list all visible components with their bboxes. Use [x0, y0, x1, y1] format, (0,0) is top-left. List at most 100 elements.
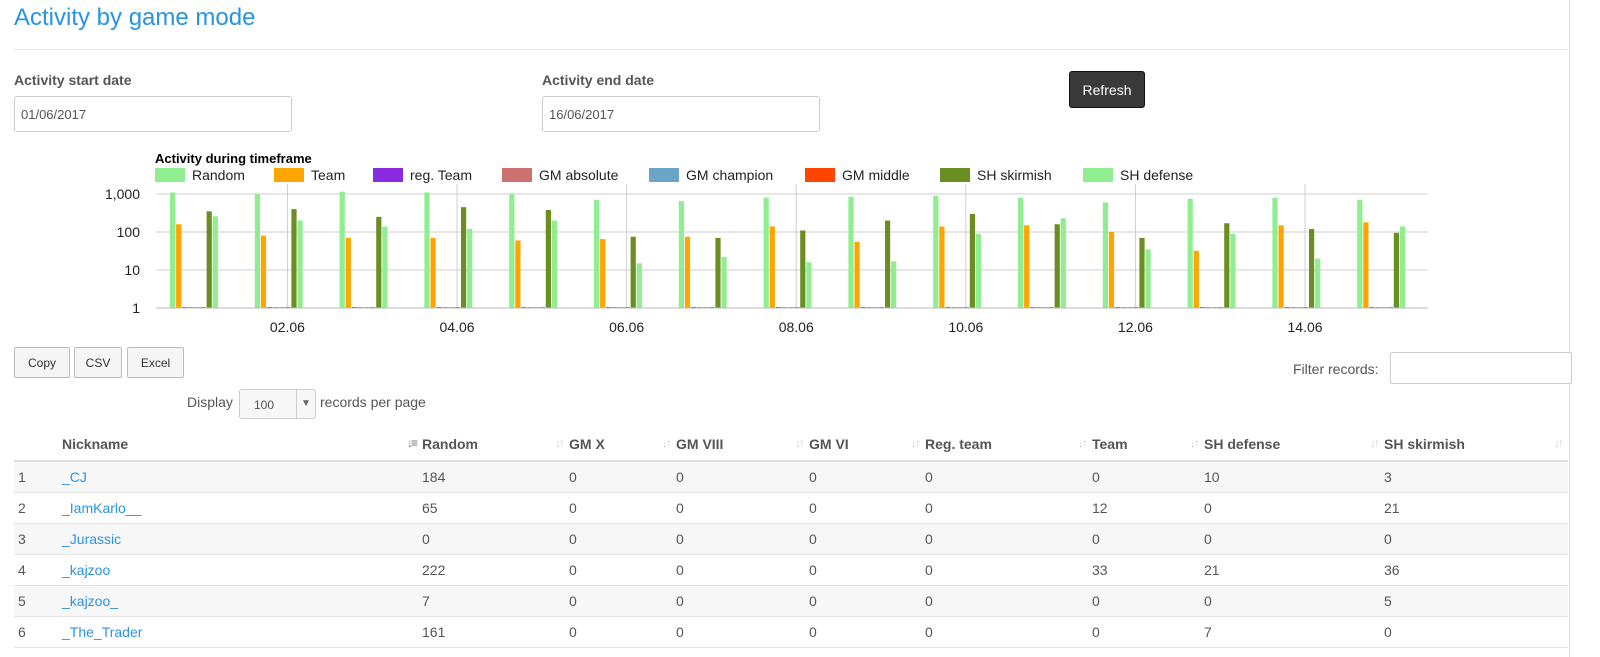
filter-input[interactable] — [1390, 352, 1572, 384]
bar-sh-defense — [891, 261, 897, 308]
table-cell: _CJ — [62, 461, 422, 493]
table-cell: 0 — [422, 523, 569, 555]
y-tick-label: 100 — [117, 224, 141, 240]
legend-swatch — [940, 168, 970, 182]
bar-sh-defense — [975, 233, 982, 308]
column-label: GM X — [569, 436, 605, 452]
csv-button[interactable]: CSV — [74, 347, 122, 378]
table-cell: 0 — [925, 461, 1092, 493]
table-row: 6 _The_Trader 161 0 0 0 0 0 7 0 — [14, 616, 1568, 648]
x-tick-label: 06.06 — [609, 319, 644, 335]
y-tick-label: 10 — [124, 262, 140, 278]
legend-swatch — [649, 168, 679, 182]
table-cell: 12 — [1092, 492, 1204, 524]
table-cell: 21 — [1204, 554, 1384, 586]
column-header-gm-x[interactable]: GM X ↓↑ — [569, 428, 676, 462]
bar-team — [176, 224, 182, 308]
bar-team — [515, 240, 521, 308]
bar-sh-skirmish — [545, 209, 551, 308]
bar-team — [1278, 225, 1284, 308]
x-tick-label: 10.06 — [948, 319, 983, 335]
table-cell: 0 — [1092, 461, 1204, 493]
end-date-input[interactable] — [542, 96, 820, 132]
column-header-random[interactable]: Random ↓↑ — [422, 428, 569, 462]
bar-sh-skirmish — [291, 209, 297, 308]
table-cell: 161 — [422, 616, 569, 648]
table-row: 2 _IamKarlo__ 65 0 0 0 0 12 0 21 — [14, 492, 1568, 524]
bar-sh-skirmish — [206, 211, 212, 308]
table-cell: 0 — [1092, 523, 1204, 555]
table-cell: 7 — [422, 585, 569, 617]
x-tick-label: 04.06 — [440, 319, 475, 335]
start-date-input[interactable] — [14, 96, 292, 132]
activity-table: Nickname ↓≡ Random ↓↑ GM X ↓↑ GM VIII ↓↑ GM … — [14, 428, 1568, 648]
nickname-link[interactable]: _IamKarlo__ — [62, 500, 142, 516]
bar-sh-skirmish — [800, 230, 806, 308]
table-cell: 0 — [569, 461, 676, 493]
bar-team — [1024, 225, 1030, 308]
column-header-team[interactable]: Team ↓↑ — [1092, 428, 1204, 462]
bar-sh-defense — [551, 220, 558, 308]
bar-random — [1102, 202, 1108, 308]
bar-sh-skirmish — [1139, 237, 1145, 308]
nickname-link[interactable]: _CJ — [62, 469, 87, 485]
table-cell: 33 — [1092, 554, 1204, 586]
table-cell: 21 — [1384, 492, 1568, 524]
bar-sh-skirmish — [630, 236, 636, 308]
page-size-select[interactable]: 100 ▼ — [239, 389, 316, 419]
x-tick-label: 08.06 — [779, 319, 814, 335]
bar-random — [509, 194, 515, 308]
bar-sh-defense — [636, 263, 642, 308]
bar-team — [600, 239, 606, 308]
sort-icon: ↓↑ — [795, 436, 805, 450]
sort-icon: ↓↑ — [662, 436, 672, 450]
page-scrollbar[interactable] — [1569, 0, 1600, 657]
bar-random — [339, 191, 345, 308]
table-cell: 0 — [925, 554, 1092, 586]
legend-label: Random — [192, 167, 245, 183]
bar-random — [1018, 197, 1024, 308]
column-header-reg-team[interactable]: Reg. team ↓↑ — [925, 428, 1092, 462]
x-tick-label: 14.06 — [1288, 319, 1323, 335]
table-cell: 0 — [676, 461, 809, 493]
excel-button[interactable]: Excel — [127, 347, 184, 378]
legend-label: GM absolute — [539, 167, 619, 183]
bar-random — [424, 192, 430, 308]
column-label: GM VI — [809, 436, 849, 452]
nickname-link[interactable]: _kajzoo_ — [62, 593, 119, 609]
table-cell: 0 — [676, 585, 809, 617]
table-cell: 0 — [676, 492, 809, 524]
bar-sh-skirmish — [1054, 224, 1060, 308]
table-cell: _IamKarlo__ — [62, 492, 422, 524]
column-header-gm-vi[interactable]: GM VI ↓↑ — [809, 428, 925, 462]
bar-random — [594, 199, 600, 308]
nickname-link[interactable]: _The_Trader — [62, 624, 143, 640]
table-header-row: Nickname ↓≡ Random ↓↑ GM X ↓↑ GM VIII ↓↑ GM … — [14, 428, 1568, 462]
column-header-sh-skirmish[interactable]: SH skirmish ↓↑ — [1384, 428, 1568, 462]
sort-icon: ↓↑ — [1370, 436, 1380, 450]
bar-team — [260, 235, 267, 308]
legend-swatch — [155, 168, 185, 182]
column-label: Team — [1092, 436, 1128, 452]
bar-team — [345, 237, 351, 308]
legend-swatch — [1083, 168, 1113, 182]
column-label: SH defense — [1204, 436, 1281, 452]
sort-icon: ↓↑ — [1554, 436, 1564, 450]
column-header-sh-defense[interactable]: SH defense ↓↑ — [1204, 428, 1384, 462]
column-label: Random — [422, 436, 478, 452]
bar-sh-skirmish — [1309, 228, 1315, 308]
table-cell: 222 — [422, 554, 569, 586]
nickname-link[interactable]: _Jurassic — [62, 531, 122, 547]
row-index: 4 — [14, 554, 62, 586]
bar-sh-skirmish — [1393, 232, 1399, 308]
column-header-nickname[interactable]: Nickname ↓≡ — [62, 428, 422, 462]
column-label: SH skirmish — [1384, 436, 1465, 452]
legend-label: Team — [311, 167, 345, 183]
nickname-link[interactable]: _kajzoo — [62, 562, 111, 578]
start-date-label: Activity start date — [14, 72, 132, 88]
refresh-button[interactable]: Refresh — [1069, 71, 1145, 108]
table-cell: _kajzoo — [62, 554, 422, 586]
copy-button[interactable]: Copy — [14, 347, 70, 378]
column-header-gm-viii[interactable]: GM VIII ↓↑ — [676, 428, 809, 462]
